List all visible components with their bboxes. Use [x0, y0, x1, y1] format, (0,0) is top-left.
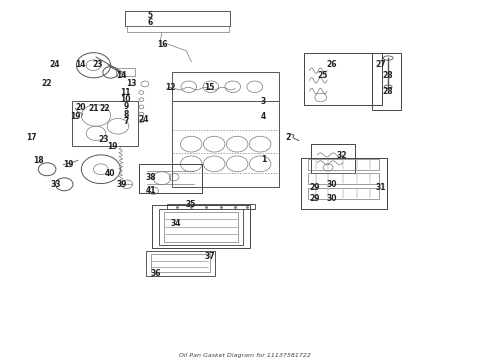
Text: 32: 32	[337, 151, 347, 160]
Text: 37: 37	[204, 252, 215, 261]
Text: 24: 24	[139, 115, 149, 124]
Text: 18: 18	[33, 157, 44, 166]
Text: 28: 28	[382, 86, 393, 95]
Text: 30: 30	[327, 194, 337, 203]
Text: 33: 33	[50, 180, 61, 189]
Text: 11: 11	[121, 88, 131, 97]
Text: 19: 19	[70, 112, 81, 121]
Text: 1: 1	[261, 155, 266, 164]
Text: 41: 41	[146, 186, 156, 195]
Text: 38: 38	[146, 173, 156, 182]
Text: 14: 14	[75, 60, 86, 69]
Text: 15: 15	[205, 83, 215, 92]
Text: 12: 12	[166, 83, 176, 92]
Text: 36: 36	[151, 269, 161, 278]
Bar	[139, 164, 201, 193]
Text: 17: 17	[26, 133, 37, 142]
Text: 8: 8	[123, 109, 128, 118]
Text: Oil Pan Gasket Diagram for 11137581722: Oil Pan Gasket Diagram for 11137581722	[179, 352, 311, 357]
Text: 22: 22	[41, 80, 51, 89]
Text: 27: 27	[375, 60, 386, 69]
Text: 23: 23	[98, 135, 109, 144]
Text: 29: 29	[310, 183, 320, 192]
Bar	[116, 68, 135, 76]
Text: 3: 3	[261, 97, 266, 106]
Bar	[152, 205, 250, 248]
Text: 6: 6	[147, 18, 152, 27]
Text: 16: 16	[157, 40, 167, 49]
Text: 30: 30	[327, 180, 337, 189]
Text: 25: 25	[317, 71, 327, 80]
Text: 26: 26	[327, 60, 337, 69]
Text: 2: 2	[285, 133, 291, 142]
Bar	[311, 144, 355, 173]
Text: 23: 23	[92, 60, 103, 69]
Text: 28: 28	[382, 71, 393, 80]
Text: 35: 35	[185, 199, 196, 208]
Text: 22: 22	[99, 104, 110, 113]
Text: 21: 21	[89, 104, 99, 113]
Text: 14: 14	[117, 71, 127, 80]
Text: 24: 24	[49, 60, 60, 69]
Bar	[301, 158, 387, 209]
Text: 13: 13	[126, 80, 137, 89]
Text: 7: 7	[123, 117, 128, 126]
Text: 31: 31	[375, 183, 386, 192]
Text: 20: 20	[75, 103, 86, 112]
Text: 5: 5	[147, 10, 152, 19]
Text: 4: 4	[261, 112, 266, 121]
Text: 34: 34	[171, 219, 181, 228]
Text: 29: 29	[310, 194, 320, 203]
Text: 40: 40	[104, 169, 115, 178]
Bar	[372, 53, 401, 110]
Bar	[304, 53, 382, 105]
Text: 9: 9	[123, 102, 128, 111]
Text: 19: 19	[107, 142, 117, 151]
Text: 19: 19	[63, 160, 74, 169]
Text: 10: 10	[121, 95, 131, 104]
Text: 39: 39	[117, 180, 127, 189]
